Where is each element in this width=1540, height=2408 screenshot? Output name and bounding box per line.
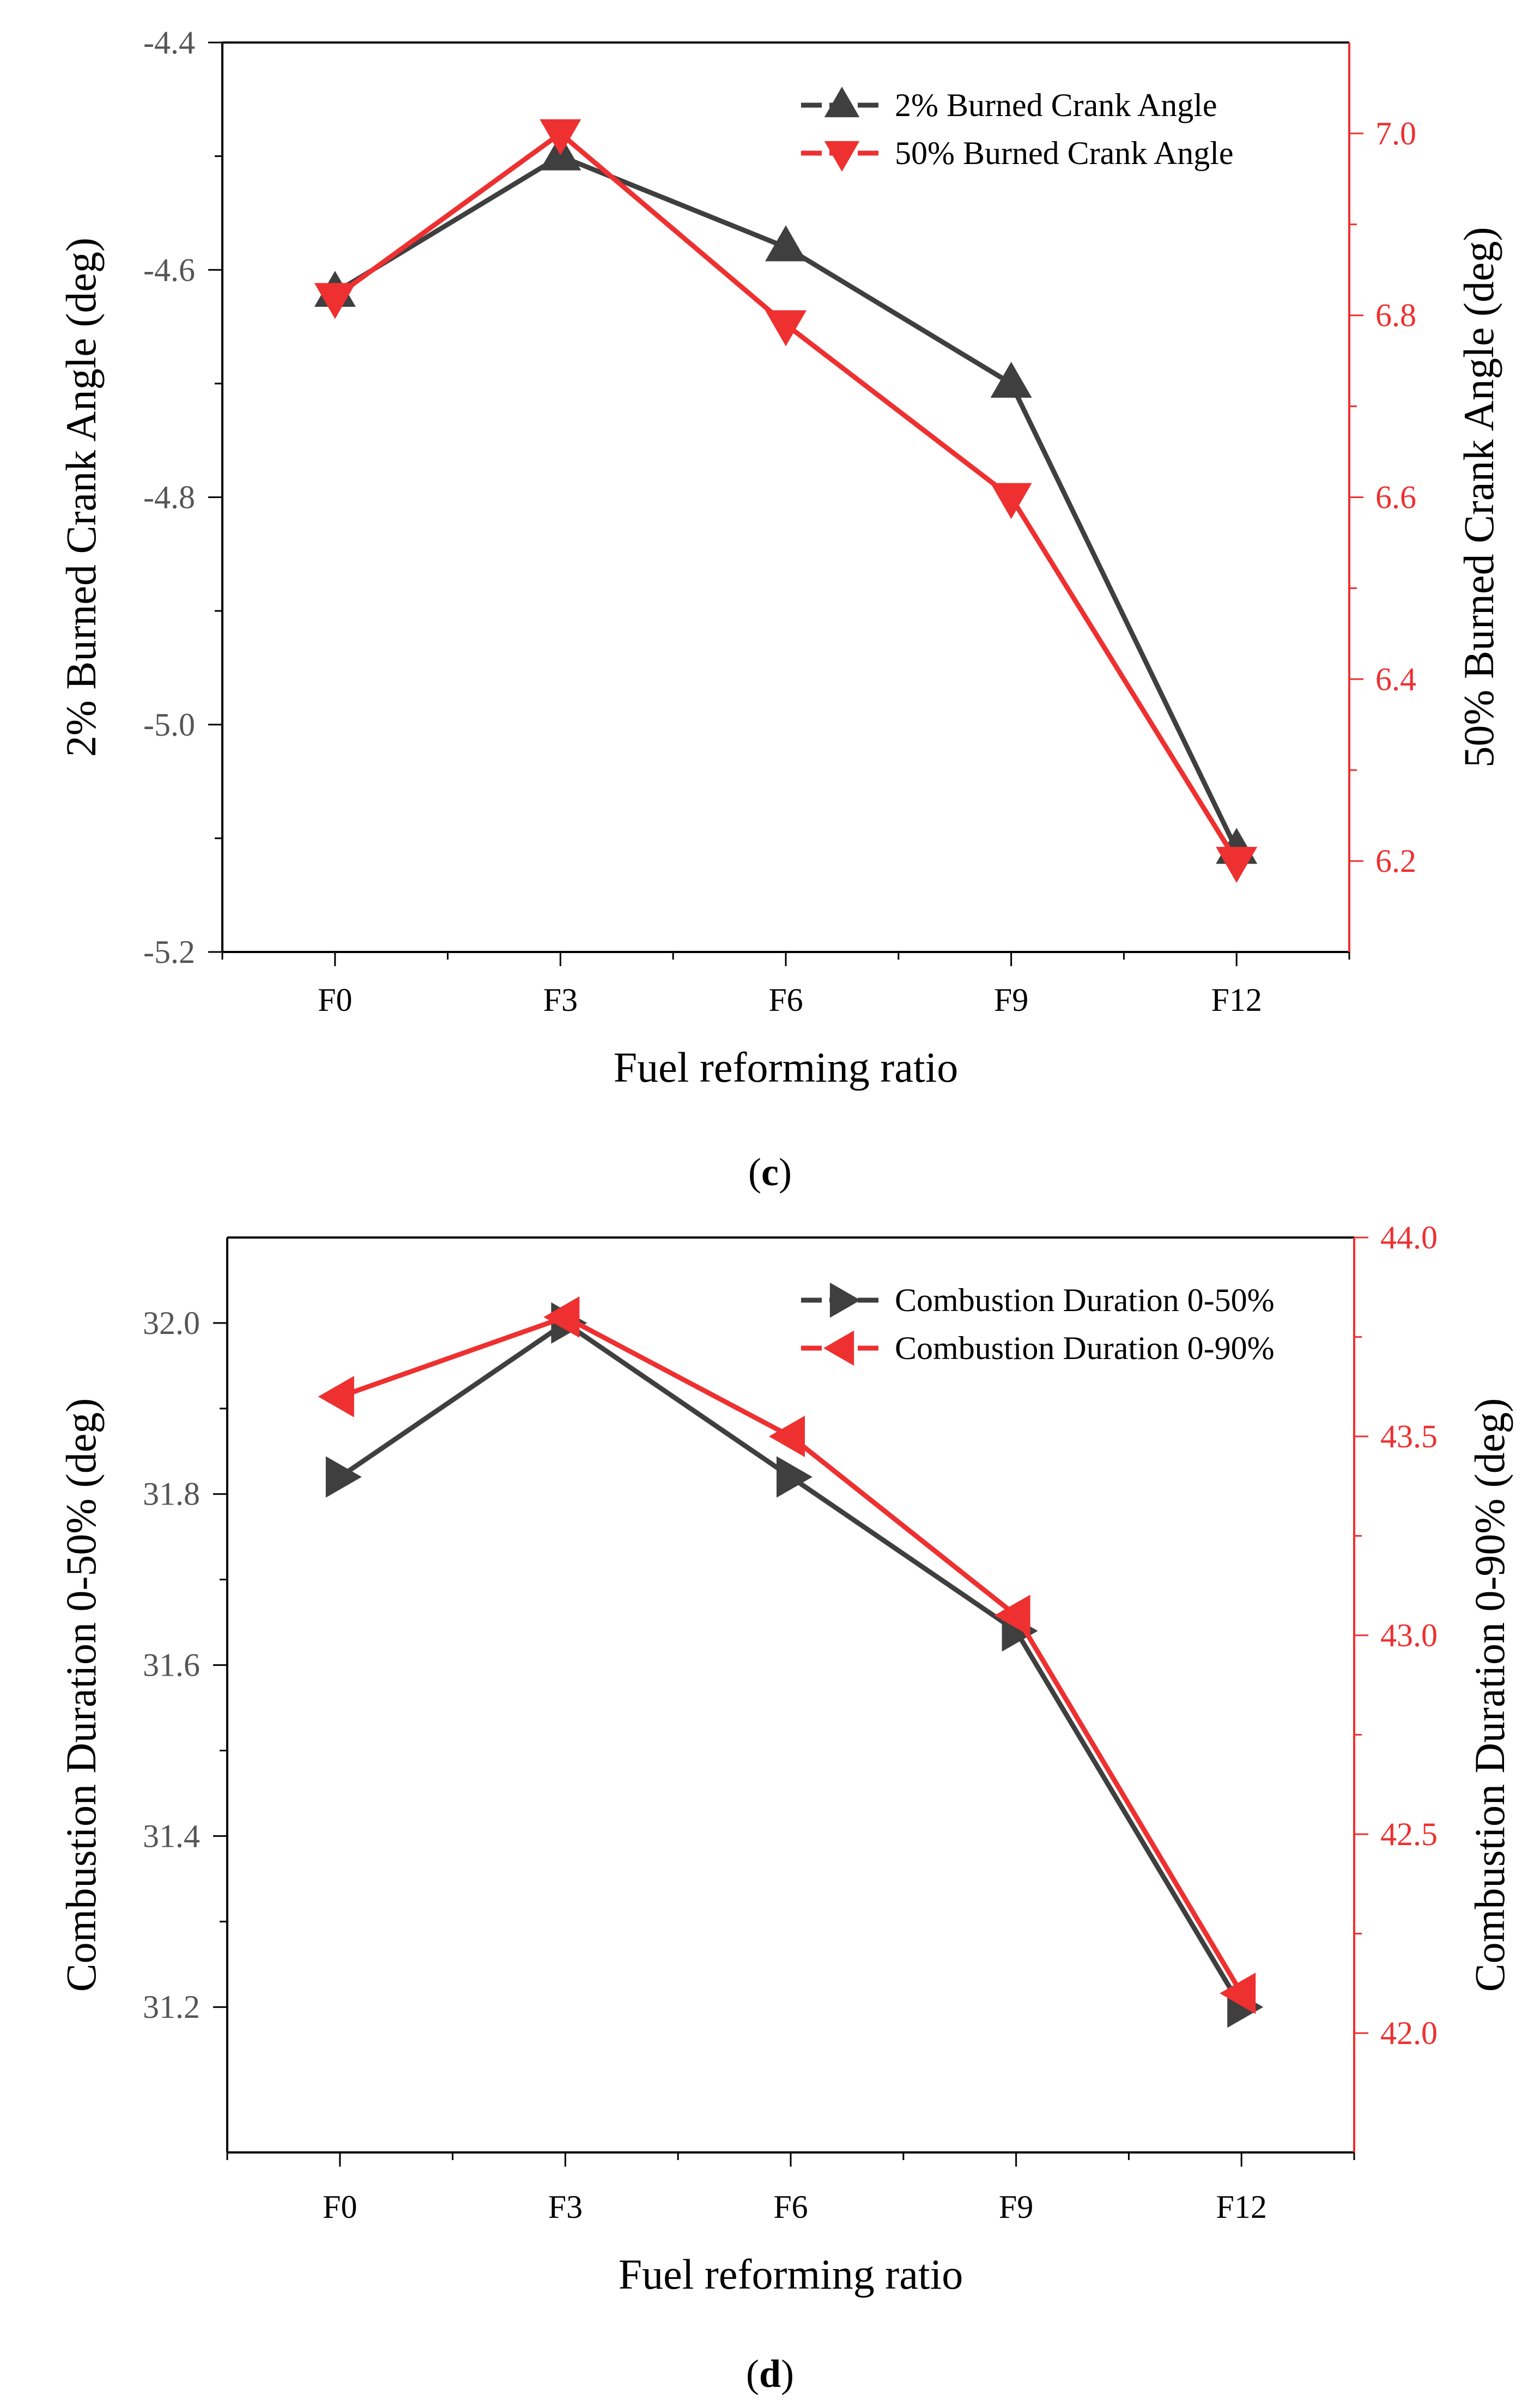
y-right-tick-label: 6.4 [1375, 661, 1416, 697]
y-right-tick-label: 42.0 [1380, 2015, 1438, 2051]
x-tick-label: F12 [1211, 982, 1262, 1018]
y-right-tick-label: 44.0 [1380, 1220, 1438, 1255]
legend-marker-2 [824, 141, 860, 172]
y-axis-right-title: Combustion Duration 0-90% (deg) [1466, 1398, 1513, 1992]
x-tick-label: F9 [999, 2189, 1033, 2225]
y-left-tick-label: 32.0 [143, 1305, 200, 1341]
y-right-tick-label: 43.0 [1380, 1617, 1438, 1653]
y-left-tick-label: 31.4 [143, 1818, 200, 1854]
x-tick-label: F6 [773, 2189, 808, 2225]
y-right-tick-label: 6.8 [1375, 298, 1416, 333]
legend-label-2: 50% Burned Crank Angle [895, 135, 1234, 171]
y-axis-right-title: 50% Burned Crank Angle (deg) [1455, 227, 1502, 767]
data-point-series1-f6 [777, 1456, 813, 1498]
x-axis-title: Fuel reforming ratio [614, 1044, 959, 1091]
series-line-2 [339, 1314, 1244, 1995]
x-tick-label: F3 [548, 2189, 583, 2225]
y-axis-left-title: 2% Burned Crank Angle (deg) [57, 238, 105, 757]
legend-label-2: Combustion Duration 0-90% [895, 1330, 1275, 1366]
y-right-tick-label: 7.0 [1375, 116, 1416, 151]
chart-panel-c: F0 F3 F6 F9 F12 -5.2 -5.0 -4.8 -4.6 -4.4 6.2 6.4 6.6… [57, 25, 1502, 1194]
panel-label: (d) [746, 2352, 794, 2395]
y-right-tick-label: 42.5 [1380, 1816, 1438, 1852]
y-left-tick-label: 31.6 [143, 1647, 200, 1683]
x-tick-label: F6 [768, 982, 803, 1018]
y-left-tick-label: 31.2 [143, 1989, 200, 2025]
data-point-series2-f0 [318, 1376, 354, 1417]
x-tick-label: F9 [994, 982, 1028, 1018]
data-point-series2-f3 [543, 1296, 580, 1338]
legend-label-1: 2% Burned Crank Angle [895, 87, 1217, 123]
data-point-series2-f9 [994, 1594, 1030, 1636]
legend-marker-2 [823, 1330, 854, 1366]
data-point-series2-f6 [765, 310, 807, 347]
y-left-tick-label: 31.8 [143, 1476, 200, 1512]
data-point-series1-f0 [325, 1456, 362, 1498]
x-axis-title: Fuel reforming ratio [619, 2251, 963, 2298]
data-point-series2-f12 [1220, 1973, 1256, 2014]
legend-marker-1 [829, 1282, 860, 1318]
x-tick-label: F12 [1216, 2189, 1267, 2225]
y-left-tick-label: -5.2 [143, 934, 195, 970]
y-left-tick-label: -4.4 [143, 25, 195, 60]
y-axis-left-title: Combustion Duration 0-50% (deg) [57, 1398, 105, 1992]
x-tick-label: F0 [318, 982, 352, 1018]
data-point-series1-f6 [765, 225, 807, 262]
data-point-series2-f3 [539, 119, 581, 155]
y-left-tick-label: -5.0 [143, 707, 195, 743]
x-tick-label: F0 [323, 2189, 357, 2225]
y-left-tick-label: -4.6 [143, 252, 195, 288]
y-right-tick-label: 6.6 [1375, 480, 1416, 515]
legend-label-1: Combustion Duration 0-50% [895, 1282, 1275, 1318]
data-point-series2-f12 [1216, 847, 1258, 883]
x-tick-label: F3 [543, 982, 578, 1018]
y-left-tick-label: -4.8 [143, 480, 195, 515]
data-point-series2-f6 [769, 1416, 805, 1457]
y-right-tick-label: 43.5 [1380, 1418, 1438, 1454]
y-right-tick-label: 6.2 [1375, 843, 1416, 879]
panel-label: (c) [748, 1150, 792, 1194]
data-point-series2-f9 [990, 483, 1032, 519]
data-point-series1-f9 [990, 361, 1032, 398]
legend-marker-1 [824, 87, 860, 118]
chart-panel-d: F0 F3 F6 F9 F12 31.2 31.4 31.6 31.8 32.0 42.0 42.5 4… [57, 1220, 1513, 2395]
data-point-series2-f0 [314, 283, 356, 319]
